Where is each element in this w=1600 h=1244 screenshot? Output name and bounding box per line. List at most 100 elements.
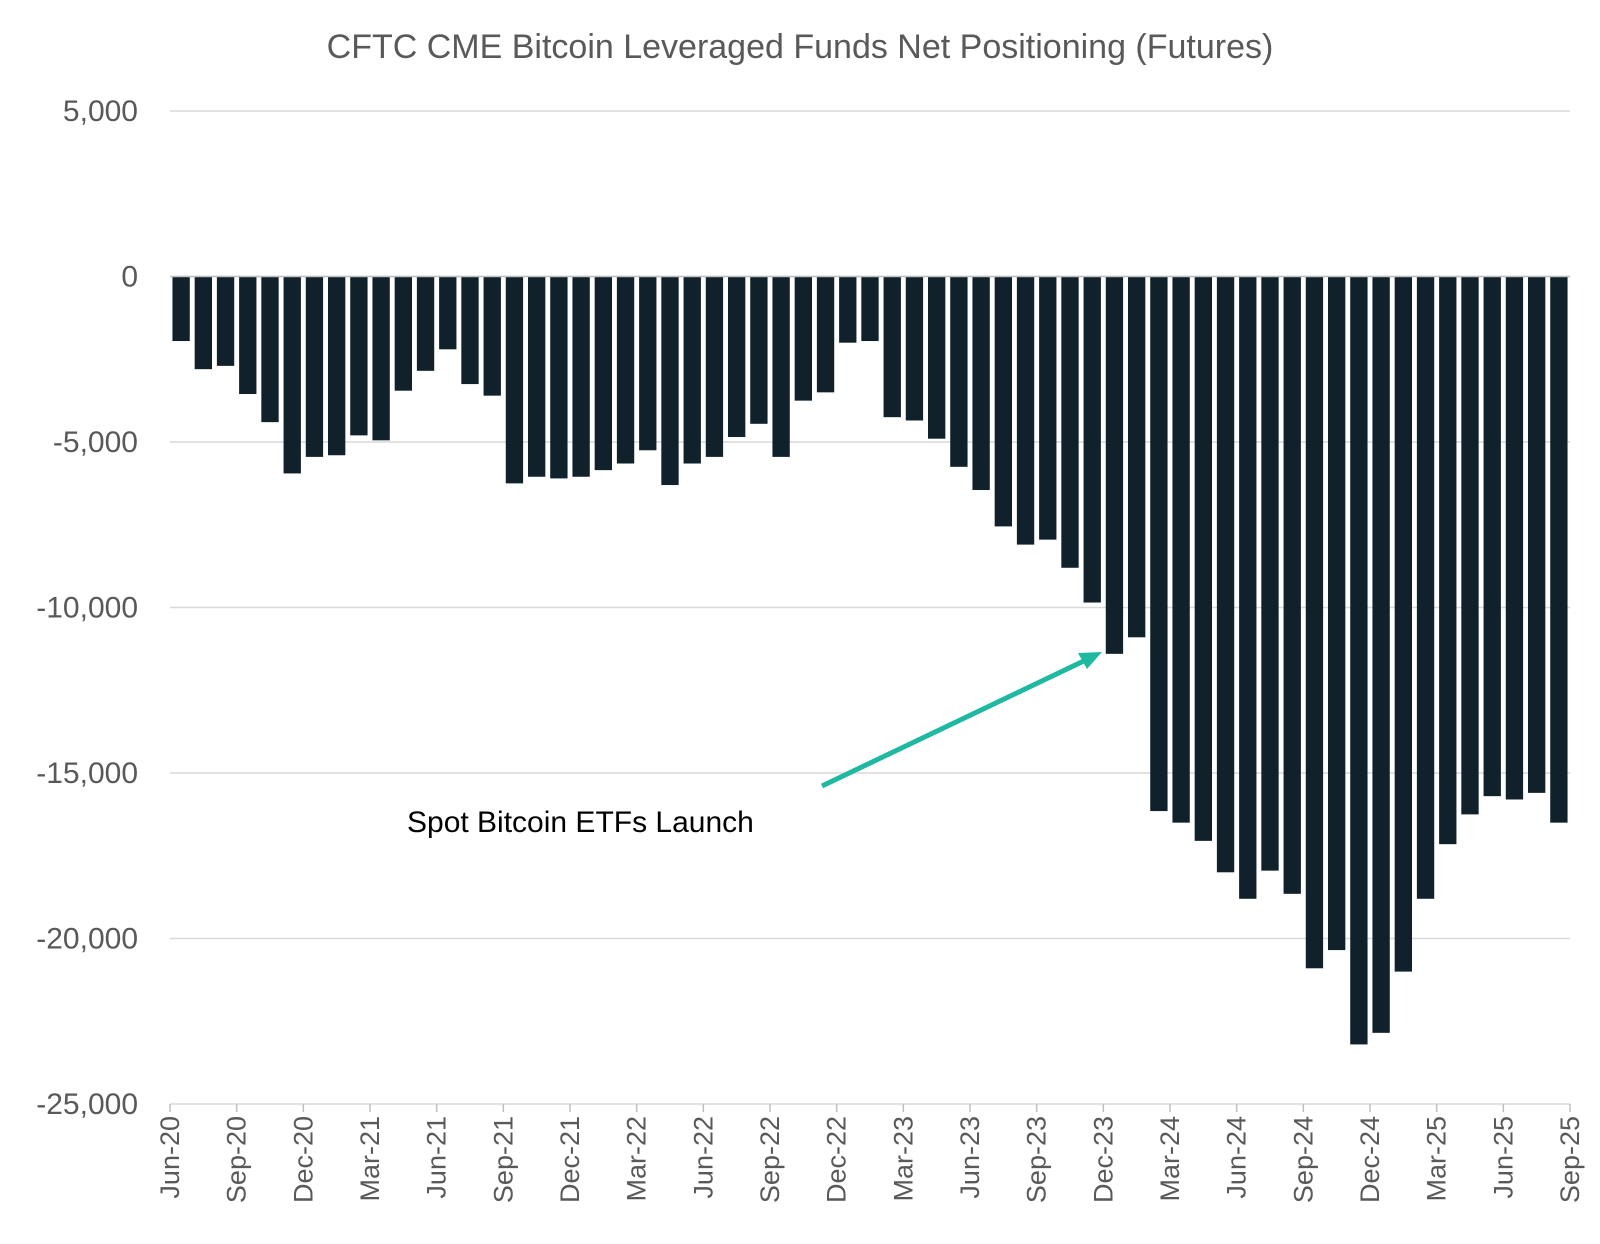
x-tick-label: Jun-22 [688,1116,718,1199]
bar [772,276,790,457]
bar [372,276,390,441]
bar [994,276,1012,527]
bar [1439,276,1457,845]
bar [1416,276,1435,899]
bars [172,276,1568,1045]
bar [1083,276,1101,603]
bar [172,276,190,342]
x-tick-label: Mar-21 [355,1116,385,1202]
x-tick-label: Mar-23 [888,1116,918,1202]
bar [528,276,546,477]
y-tick-label: -10,000 [36,592,138,625]
y-tick-label: 0 [121,261,138,294]
bar [394,276,412,391]
bar [1394,276,1412,972]
x-tick-label: Sep-24 [1288,1116,1318,1203]
x-tick-label: Sep-25 [1555,1116,1585,1203]
x-tick-label: Mar-22 [622,1116,652,1202]
bar [928,276,946,439]
bar [1528,276,1546,793]
x-tick-label: Sep-21 [488,1116,518,1203]
annotation: Spot Bitcoin ETFs Launch [407,652,1102,839]
y-tick-label: -20,000 [36,923,138,956]
x-tick-label: Dec-24 [1355,1116,1385,1203]
y-tick-label: -15,000 [36,757,138,790]
x-tick-label: Sep-20 [222,1116,252,1203]
x-tick-label: Mar-24 [1155,1116,1185,1202]
x-tick-label: Jun-21 [422,1116,452,1199]
x-tick-label: Sep-22 [755,1116,785,1203]
annotation-arrowhead [1078,652,1102,669]
bar [1150,276,1168,812]
bar [239,276,257,394]
annotation-label: Spot Bitcoin ETFs Launch [407,806,754,839]
bar [972,276,990,490]
bar [816,276,835,393]
bar [1261,276,1279,871]
bar [283,276,301,474]
bar [328,276,346,456]
bar [350,276,368,436]
bar [616,276,635,464]
x-tick-label: Dec-20 [288,1116,318,1203]
y-tick-label: -5,000 [53,426,138,459]
bar [1350,276,1368,1045]
bar [550,276,568,479]
x-tick-label: Jun-20 [155,1116,185,1199]
bar [216,276,235,366]
bar [683,276,701,464]
x-tick-label: Jun-24 [1222,1116,1252,1199]
bar [305,276,324,457]
chart-title: CFTC CME Bitcoin Leveraged Funds Net Pos… [326,28,1274,66]
bar [439,276,457,350]
x-tick-label: Dec-22 [822,1116,852,1203]
bar [572,276,590,477]
bar [1039,276,1057,540]
bar [1483,276,1501,797]
x-tick-label: Mar-25 [1422,1116,1452,1202]
bar [483,276,501,396]
bar [705,276,724,457]
bar [1016,276,1035,545]
bar [1172,276,1190,823]
bar [194,276,212,370]
bar [461,276,479,385]
bar [1239,276,1257,899]
x-tick-label: Sep-23 [1022,1116,1052,1203]
bar [1550,276,1568,823]
bar [1283,276,1301,894]
bar [1216,276,1235,873]
bar [416,276,435,371]
bar [883,276,901,418]
annotation-arrow [820,655,1092,789]
bar [639,276,657,451]
bar [1372,276,1390,1033]
bar [1105,276,1124,654]
bar [728,276,746,438]
y-tick-label: 5,000 [63,95,138,128]
x-tick-label: Dec-23 [1088,1116,1118,1203]
bar [261,276,279,423]
bar [794,276,812,401]
bar [839,276,857,343]
bar [750,276,768,424]
bar [905,276,924,421]
x-tick-label: Dec-21 [555,1116,585,1203]
bar [1128,276,1146,638]
bar [861,276,879,342]
bar [1194,276,1212,841]
axes: 5,000 0 -5,000 -10,000 -15,000 -20,000 -25,000… [36,95,1585,1203]
bar [1461,276,1479,815]
bar [1305,276,1324,969]
y-tick-label: -25,000 [36,1088,138,1121]
bar [661,276,679,486]
bar [1328,276,1346,951]
bar [1061,276,1079,568]
bar [950,276,968,467]
bar [1505,276,1524,800]
bar [594,276,612,471]
bar [505,276,524,484]
x-tick-label: Jun-23 [955,1116,985,1199]
